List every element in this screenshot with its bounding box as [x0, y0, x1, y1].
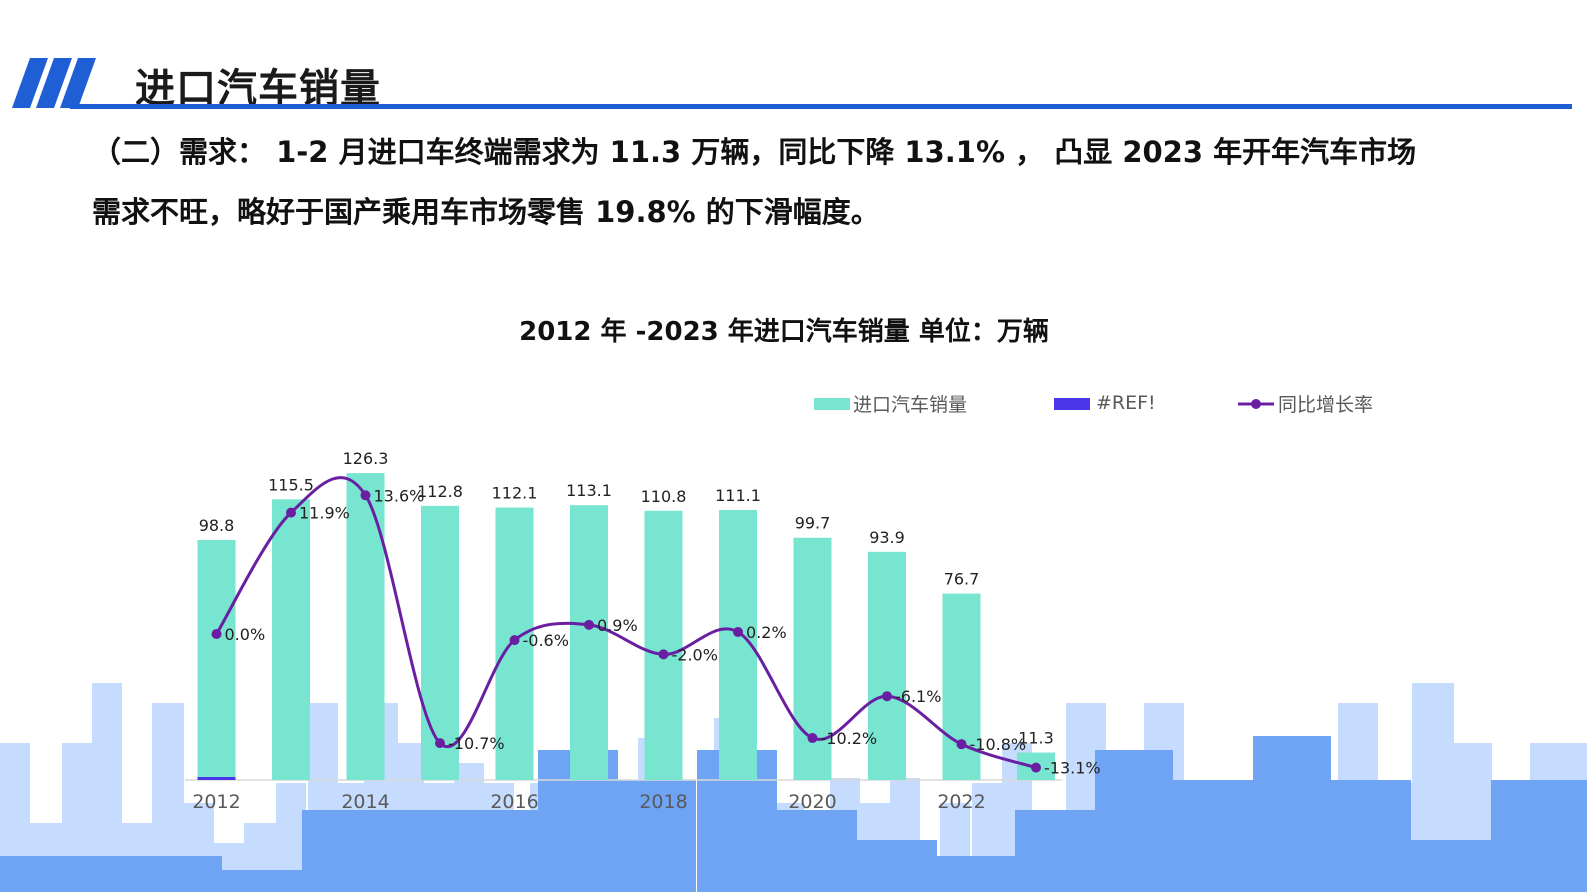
- growth-point-2015: [435, 738, 445, 749]
- bar-sales-2018: [644, 510, 683, 780]
- bar-sales-2014: [346, 473, 385, 780]
- growth-point-2014: [360, 490, 371, 501]
- growth-label-2015: -10.7%: [448, 734, 505, 753]
- growth-point-2016: [509, 635, 520, 646]
- bar-label-2021: 93.9: [869, 528, 905, 547]
- intro-paragraph: （二）需求： 1-2 月进口车终端需求为 11.3 万辆，同比下降 13.1% …: [92, 122, 1512, 242]
- growth-point-2018: [658, 649, 669, 660]
- growth-point-2019: [733, 626, 743, 637]
- growth-label-2019: 0.2%: [746, 623, 787, 642]
- skyline-background: [0, 683, 1587, 892]
- bar-label-2019: 111.1: [715, 486, 761, 505]
- bar-ref-2012: [197, 777, 236, 780]
- intro-line-1: （二）需求： 1-2 月进口车终端需求为 11.3 万辆，同比下降 13.1% …: [92, 135, 1417, 169]
- growth-point-2023: [1031, 762, 1041, 773]
- bar-label-2017: 113.1: [566, 481, 612, 500]
- bar-label-2012: 98.8: [199, 516, 235, 535]
- x-tick-2020: 2020: [788, 791, 836, 813]
- legend-swatch-sales: [814, 398, 850, 410]
- growth-point-2020: [807, 733, 818, 744]
- header-stripes-icon: [12, 58, 96, 108]
- legend-label-ref: #REF!: [1096, 392, 1156, 414]
- bar-label-2022: 76.7: [944, 570, 980, 589]
- chart-legend: 进口汽车销量 #REF! 同比增长率: [814, 392, 1373, 416]
- growth-label-2018: -2.0%: [672, 645, 718, 664]
- bar-sales-2013: [272, 499, 310, 780]
- bar-label-2023: 11.3: [1018, 729, 1054, 748]
- bar-label-2016: 112.1: [492, 484, 538, 503]
- intro-line-2: 需求不旺，略好于国产乘用车市场零售 19.8% 的下滑幅度。: [92, 195, 880, 229]
- growth-point-2017: [584, 619, 594, 630]
- x-tick-2022: 2022: [937, 791, 985, 813]
- chart-title: 2012 年 -2023 年进口汽车销量 单位：万辆: [519, 316, 1049, 347]
- growth-label-2021: -6.1%: [895, 687, 941, 706]
- bar-sales-2021: [868, 551, 906, 780]
- legend-swatch-ref: [1054, 398, 1090, 410]
- growth-label-2013: 11.9%: [299, 504, 350, 523]
- legend-label-growth: 同比增长率: [1278, 394, 1373, 416]
- bar-sales-2017: [570, 505, 608, 780]
- growth-label-2017: 0.9%: [597, 616, 638, 635]
- x-tick-2014: 2014: [341, 791, 389, 813]
- bar-sales-2012: [197, 539, 236, 780]
- growth-point-2022: [956, 739, 967, 750]
- bar-label-2015: 112.8: [417, 482, 463, 501]
- growth-point-2013: [286, 507, 296, 518]
- bar-label-2013: 115.5: [268, 475, 314, 494]
- growth-label-2014: 13.6%: [374, 486, 425, 505]
- bar-sales-2015: [421, 505, 459, 780]
- growth-label-2022: -10.8%: [970, 735, 1027, 754]
- growth-point-2012: [211, 629, 222, 639]
- growth-label-2020: -10.2%: [821, 729, 878, 748]
- growth-point-2021: [882, 691, 892, 702]
- bar-label-2018: 110.8: [641, 487, 687, 506]
- x-tick-2012: 2012: [192, 791, 240, 813]
- growth-label-2023: -13.1%: [1044, 759, 1101, 778]
- legend-label-sales: 进口汽车销量: [853, 394, 967, 416]
- x-tick-2018: 2018: [639, 791, 687, 813]
- growth-label-2016: -0.6%: [523, 631, 569, 650]
- title-underline: [70, 104, 1572, 109]
- growth-label-2012: 0.0%: [225, 625, 266, 644]
- x-tick-2016: 2016: [490, 791, 538, 813]
- legend-swatch-growth-marker: [1251, 399, 1261, 409]
- bar-label-2020: 99.7: [795, 514, 831, 533]
- bar-label-2014: 126.3: [343, 449, 389, 468]
